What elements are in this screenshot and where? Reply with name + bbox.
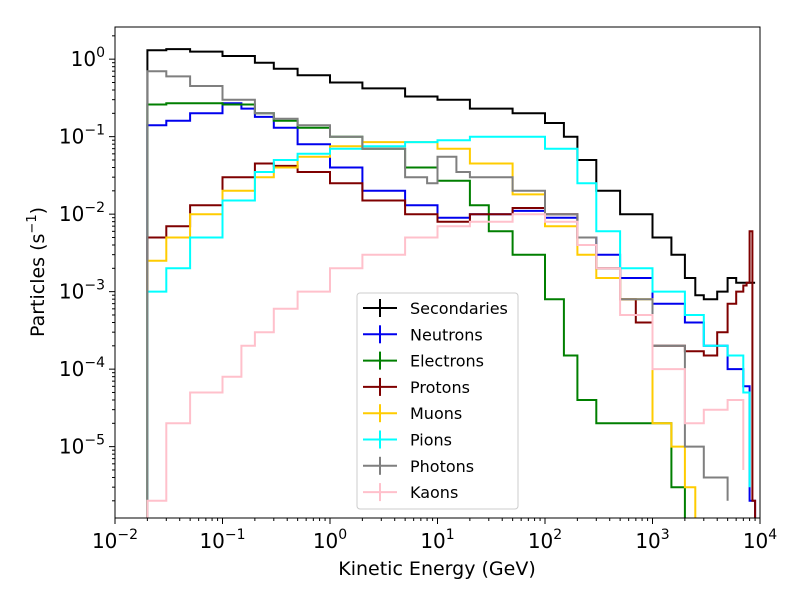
axes-layer: 10−2 10−1 100 101 102 103 104 10−5 10−4 10−3 10−2 1… xyxy=(59,35,777,553)
legend: Secondaries Neutrons Electrons Protons Muons… xyxy=(356,292,519,510)
series-line-electrons xyxy=(146,102,686,518)
y-tick-label: 10−5 xyxy=(59,433,105,459)
legend-box xyxy=(356,292,519,510)
legend-label: Neutrons xyxy=(410,325,483,344)
y-axis-label: Particles (s−1) xyxy=(25,207,49,337)
legend-label: Protons xyxy=(410,378,470,397)
legend-label: Photons xyxy=(410,457,474,476)
y-tick-label: 10−1 xyxy=(59,123,105,149)
legend-item-secondaries: Secondaries xyxy=(363,299,508,318)
y-tick-label: 100 xyxy=(71,45,105,71)
legend-item-neutrons: Neutrons xyxy=(363,325,483,344)
x-tick-label: 103 xyxy=(635,527,669,553)
x-tick-label: 10−1 xyxy=(199,527,245,553)
series-line-kaons xyxy=(146,213,745,518)
series-line-secondaries xyxy=(146,48,756,518)
legend-item-photons: Photons xyxy=(363,456,474,476)
x-tick-label: 104 xyxy=(743,527,777,553)
legend-label: Electrons xyxy=(410,352,484,371)
y-tick-label: 10−3 xyxy=(59,278,105,304)
x-axis-label: Kinetic Energy (GeV) xyxy=(338,558,535,580)
series-line-pions xyxy=(146,135,751,518)
x-tick-label: 100 xyxy=(313,527,347,553)
legend-item-pions: Pions xyxy=(363,430,452,450)
legend-label: Kaons xyxy=(410,483,458,502)
legend-label: Secondaries xyxy=(410,299,508,318)
legend-item-protons: Protons xyxy=(363,377,470,397)
x-tick-label: 10−2 xyxy=(92,527,138,553)
x-tick-label: 101 xyxy=(420,527,454,553)
legend-item-kaons: Kaons xyxy=(363,483,458,502)
legend-item-electrons: Electrons xyxy=(363,351,484,371)
y-tick-label: 10−4 xyxy=(59,355,105,381)
legend-label: Muons xyxy=(410,404,462,423)
legend-label: Pions xyxy=(410,431,452,450)
y-tick-label: 10−2 xyxy=(59,200,105,226)
legend-item-muons: Muons xyxy=(363,404,462,423)
series-line-photons xyxy=(146,70,729,518)
data-layer xyxy=(146,48,757,518)
x-tick-label: 102 xyxy=(528,527,562,553)
